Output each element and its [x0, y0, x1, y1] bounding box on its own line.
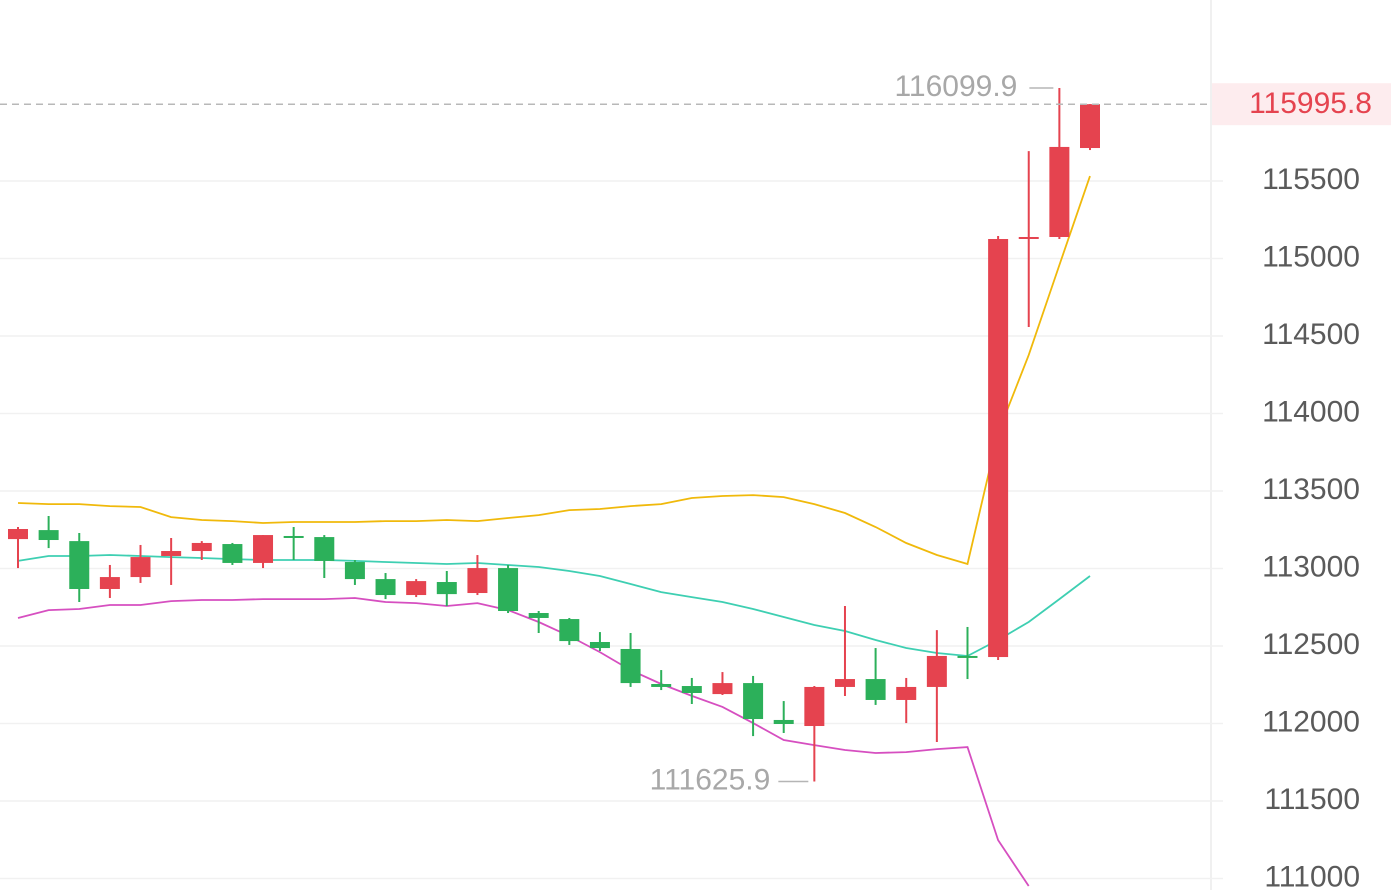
- candle-body: [896, 686, 917, 700]
- grid: 111000 111500 112000 112500 113000 113500 1140…: [0, 163, 1360, 890]
- y-tick-label: 114000: [1262, 395, 1360, 428]
- candle-body: [38, 530, 59, 541]
- candle-body: [253, 535, 274, 563]
- y-tick-label: 114500: [1262, 318, 1360, 351]
- candle-body: [834, 679, 855, 687]
- candle-body: [436, 582, 457, 595]
- candle-body: [1049, 146, 1070, 237]
- y-tick-label: 112500: [1262, 628, 1360, 661]
- candle-body: [69, 541, 90, 589]
- candle-body: [191, 542, 212, 552]
- candle-body: [344, 562, 365, 580]
- candle-body: [589, 642, 610, 649]
- candle-body: [804, 686, 825, 727]
- candle-body: [130, 557, 151, 578]
- candle-body: [712, 683, 733, 695]
- y-tick-label: 113000: [1262, 550, 1360, 583]
- candle-body: [926, 655, 947, 687]
- candle-body: [375, 579, 396, 596]
- candle-body: [528, 613, 549, 618]
- y-tick-label: 115000: [1262, 240, 1360, 273]
- candle-body: [406, 581, 427, 596]
- y-tick-label: 113500: [1262, 473, 1360, 506]
- candle-body: [957, 655, 978, 658]
- last-price-label: 115995.8: [1249, 87, 1372, 120]
- candle-body: [988, 239, 1009, 658]
- y-tick-label: 115500: [1262, 163, 1360, 196]
- y-tick-label: 112000: [1262, 705, 1360, 738]
- candle-body: [743, 683, 764, 720]
- candle-body: [467, 568, 488, 594]
- candle-body: [498, 568, 519, 612]
- candle-body: [161, 551, 182, 556]
- candle-body: [620, 648, 641, 684]
- candle-body: [222, 544, 243, 563]
- last-price-badge: [1212, 83, 1391, 126]
- overlay: 116099.9 111625.9 115995.8: [0, 70, 1391, 796]
- low-annotation: 111625.9: [650, 763, 771, 796]
- y-tick-label: 111500: [1264, 783, 1360, 816]
- band-line: [17, 597, 1030, 887]
- candle-body: [314, 537, 335, 561]
- candle-body: [8, 529, 28, 540]
- band-line: [17, 554, 1091, 657]
- band-line: [17, 175, 1091, 566]
- candle-body: [681, 686, 702, 693]
- candles: [8, 88, 1100, 782]
- candle-body: [283, 535, 304, 538]
- candle-body: [559, 619, 580, 642]
- candle-body: [865, 679, 886, 700]
- candle-body: [1080, 104, 1100, 149]
- y-tick-label: 111000: [1264, 860, 1360, 890]
- bands: [17, 175, 1091, 887]
- candle-body: [651, 684, 672, 687]
- candle-body: [1018, 236, 1039, 239]
- candle-body: [99, 577, 120, 589]
- high-annotation: 116099.9: [894, 70, 1017, 103]
- candle-body: [773, 719, 794, 724]
